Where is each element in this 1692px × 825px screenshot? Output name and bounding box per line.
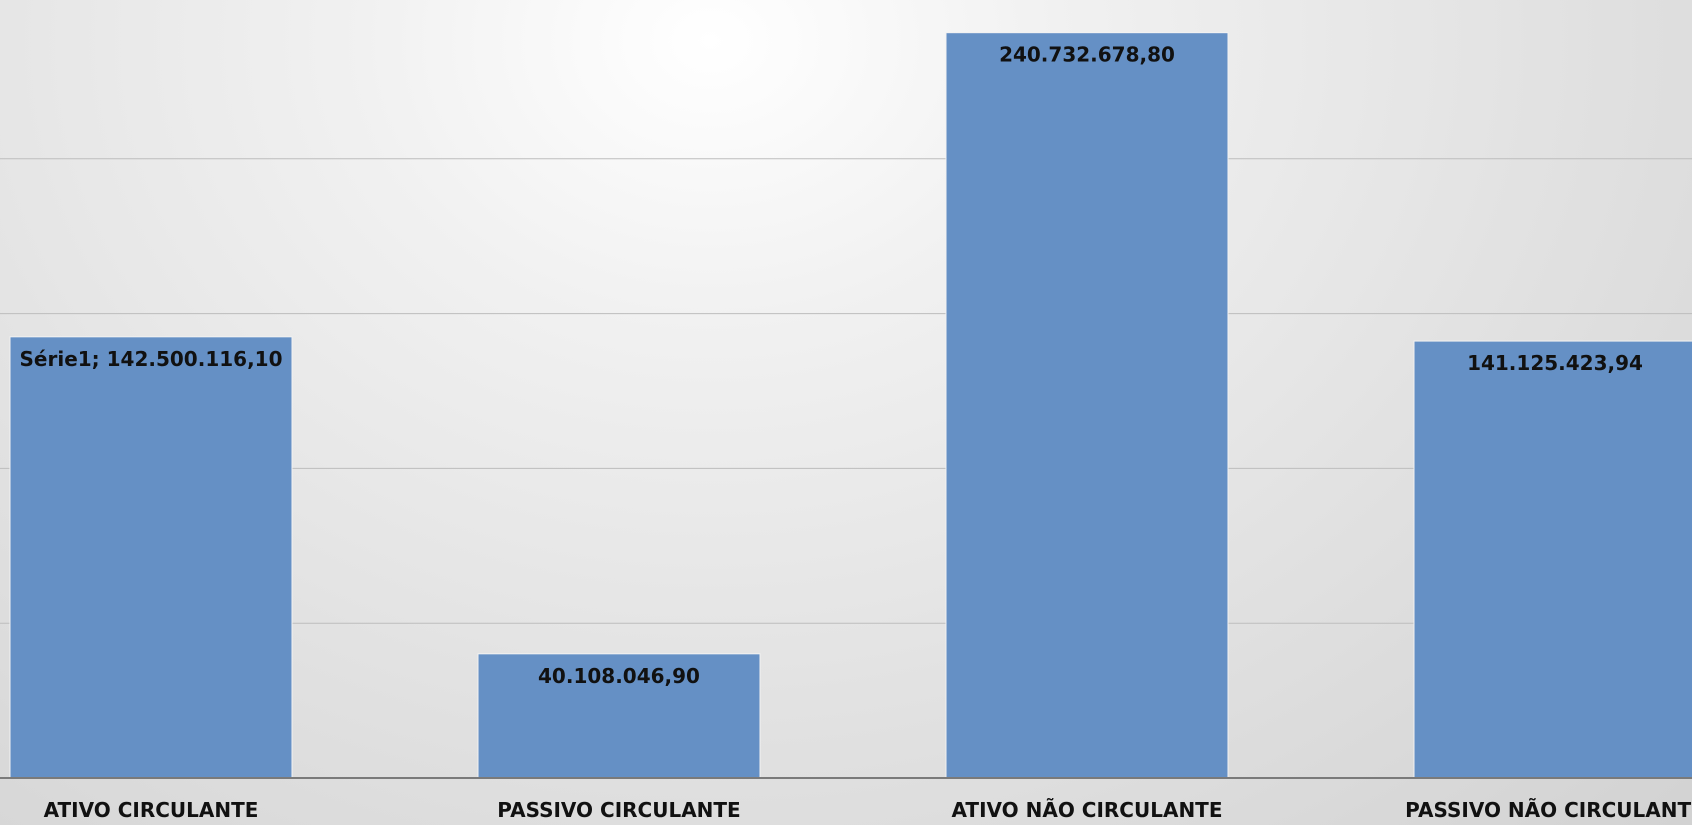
data-label: 240.732.678,80 [999, 43, 1175, 67]
category-label: PASSIVO CIRCULANTE [497, 798, 740, 822]
category-label: PASSIVO NÃO CIRCULANTE [1405, 798, 1692, 822]
data-label: Série1; 142.500.116,10 [20, 347, 283, 371]
bar [9, 336, 293, 779]
category-labels: ATIVO CIRCULANTE PASSIVO CIRCULANTE ATIVO … [44, 798, 1692, 822]
bar [1413, 340, 1692, 779]
data-label: 141.125.423,94 [1467, 351, 1643, 375]
data-label: 40.108.046,90 [538, 664, 700, 688]
bar [945, 32, 1229, 779]
category-label: ATIVO CIRCULANTE [44, 798, 259, 822]
bars [9, 32, 1692, 779]
category-label: ATIVO NÃO CIRCULANTE [952, 798, 1223, 822]
data-labels: Série1; 142.500.116,10 40.108.046,90 240.7… [20, 43, 1643, 688]
bar [477, 653, 761, 779]
